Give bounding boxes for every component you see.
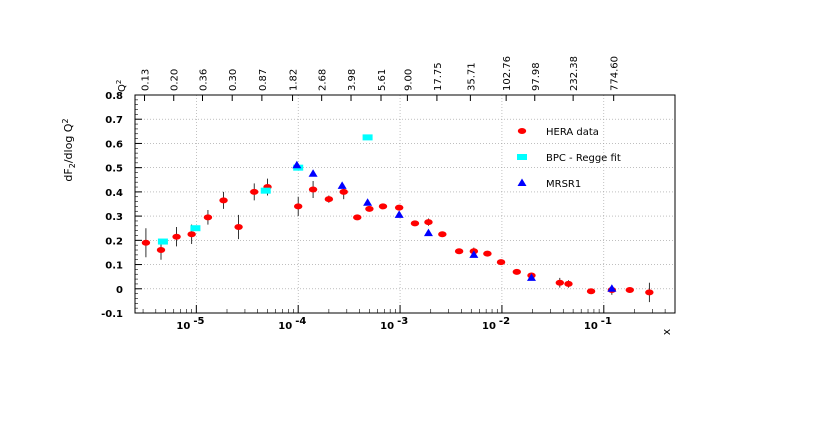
data-marks: [141, 134, 654, 303]
mrsr1-point: [423, 228, 433, 237]
top-axis-title-main: Q: [117, 84, 128, 92]
hera-data-point: [324, 196, 334, 203]
hera-data-point: [378, 203, 388, 210]
top-axis-tick-label: 9.00: [403, 69, 414, 91]
top-axis-tick-label: 0.87: [258, 69, 269, 91]
hera-data-point: [424, 219, 433, 226]
x-axis-title: x: [660, 328, 673, 335]
bpc-regge-point: [362, 134, 373, 141]
y-tick-label: 0.5: [105, 164, 123, 175]
top-axis-tick-label: 97.98: [531, 62, 542, 91]
hera-data-point: [555, 279, 565, 286]
top-axis-title-sup: 2: [115, 80, 123, 84]
hera-data-point: [483, 250, 492, 257]
hera-data-point: [353, 214, 362, 221]
legend-label: MRSR1: [546, 179, 581, 190]
hera-data-point: [512, 268, 522, 275]
x-tick-label: 10: [380, 321, 394, 332]
hera-data-point: [645, 289, 654, 296]
mrsr1-point: [394, 210, 404, 218]
axes: -0.100.10.20.30.40.50.60.70.810 -5 10 -4 10-…: [101, 56, 676, 332]
y-tick-label: 0: [116, 285, 123, 296]
bpc-regge-point: [190, 225, 201, 232]
top-axis-tick-label: 0.30: [228, 69, 239, 91]
top-axis-tick-label: 0.13: [141, 69, 152, 91]
hera-data-point: [308, 186, 318, 193]
mrsr1-point: [607, 284, 617, 292]
legend-marker: [517, 154, 527, 160]
top-axis-tick-label: 2.68: [318, 69, 329, 91]
top-axis-tick-label: 1.82: [289, 69, 300, 91]
y-tick-label: 0.3: [105, 212, 123, 223]
y-axis-title-rest: /dlog Q: [62, 123, 75, 163]
top-axis-tick-label: 0.20: [170, 69, 181, 91]
x-tick-label: 10: [584, 321, 598, 332]
hera-data-point: [187, 231, 196, 238]
x-tick-label: 10: [278, 321, 292, 332]
top-axis-tick-label: 774.60: [610, 56, 621, 91]
x-tick-exponent: -1: [601, 316, 612, 327]
mrsr1-point: [308, 169, 318, 177]
hera-data-point: [172, 233, 181, 240]
y-axis-title-sub: 2: [68, 163, 77, 168]
legend-marker: [517, 178, 527, 186]
x-tick-exponent: -3: [397, 316, 408, 327]
mrsr1-point: [337, 181, 347, 189]
top-axis-tick-label: 232.38: [569, 56, 580, 91]
hera-data-point: [454, 248, 464, 255]
legend-label: HERA data: [546, 127, 599, 138]
mrsr1-point: [292, 160, 302, 169]
y-axis-title: dF2/dlog Q2: [61, 118, 77, 181]
x-tick-exponent: -2: [499, 316, 510, 327]
top-axis-tick-label: 3.98: [347, 69, 358, 91]
plot-frame: [134, 94, 676, 314]
top-axis-tick-label: 102.76: [502, 56, 513, 91]
bpc-regge-point: [157, 238, 168, 245]
hera-data-point: [625, 286, 635, 293]
x-tick-label: 10: [176, 321, 190, 332]
x-tick-exponent: -4: [295, 316, 306, 327]
hera-data-point: [410, 220, 420, 227]
y-tick-label: 0.4: [105, 188, 123, 199]
legend-marker: [517, 128, 527, 134]
hera-data-point: [250, 188, 259, 195]
hera-data-point: [586, 288, 596, 295]
top-axis-tick-label: 17.75: [433, 62, 444, 91]
x-tick-exponent: -5: [193, 316, 204, 327]
mrsr1-point: [526, 273, 536, 281]
bpc-regge-point: [260, 187, 271, 194]
y-tick-label: 0.7: [105, 115, 123, 126]
y-tick-label: 0.8: [105, 91, 123, 102]
top-axis-tick-label: 0.36: [199, 69, 210, 91]
hera-data-point: [293, 203, 303, 210]
hera-data-point: [339, 188, 348, 195]
hera-data-point: [564, 280, 573, 287]
legend-label: BPC - Regge fit: [546, 153, 621, 164]
y-axis-title-sup: 2: [61, 118, 70, 123]
top-axis-tick-label: 35.71: [466, 62, 477, 91]
hera-data-point: [496, 259, 506, 266]
mrsr1-point: [469, 250, 479, 258]
hera-data-point: [365, 205, 374, 212]
hera-data-point: [234, 224, 243, 231]
hera-data-point: [141, 239, 151, 246]
hera-data-point: [156, 247, 166, 254]
hera-data-point: [394, 204, 404, 211]
top-axis-tick-label: 5.61: [377, 69, 388, 91]
legend: HERA data BPC - Regge fit MRSR1: [517, 127, 621, 190]
y-tick-label: 0.2: [105, 236, 123, 247]
y-tick-label: 0.6: [105, 139, 123, 150]
y-tick-label: -0.1: [101, 309, 123, 320]
top-axis-title: Q2: [115, 80, 128, 92]
y-tick-label: 0.1: [105, 261, 123, 272]
hera-data-point: [438, 231, 447, 238]
grid: [135, 95, 675, 313]
mrsr1-point: [363, 198, 373, 206]
hera-data-point: [203, 214, 213, 221]
y-axis-title-main: dF: [62, 168, 75, 181]
hera-data-point: [219, 197, 228, 204]
x-tick-label: 10: [482, 321, 496, 332]
